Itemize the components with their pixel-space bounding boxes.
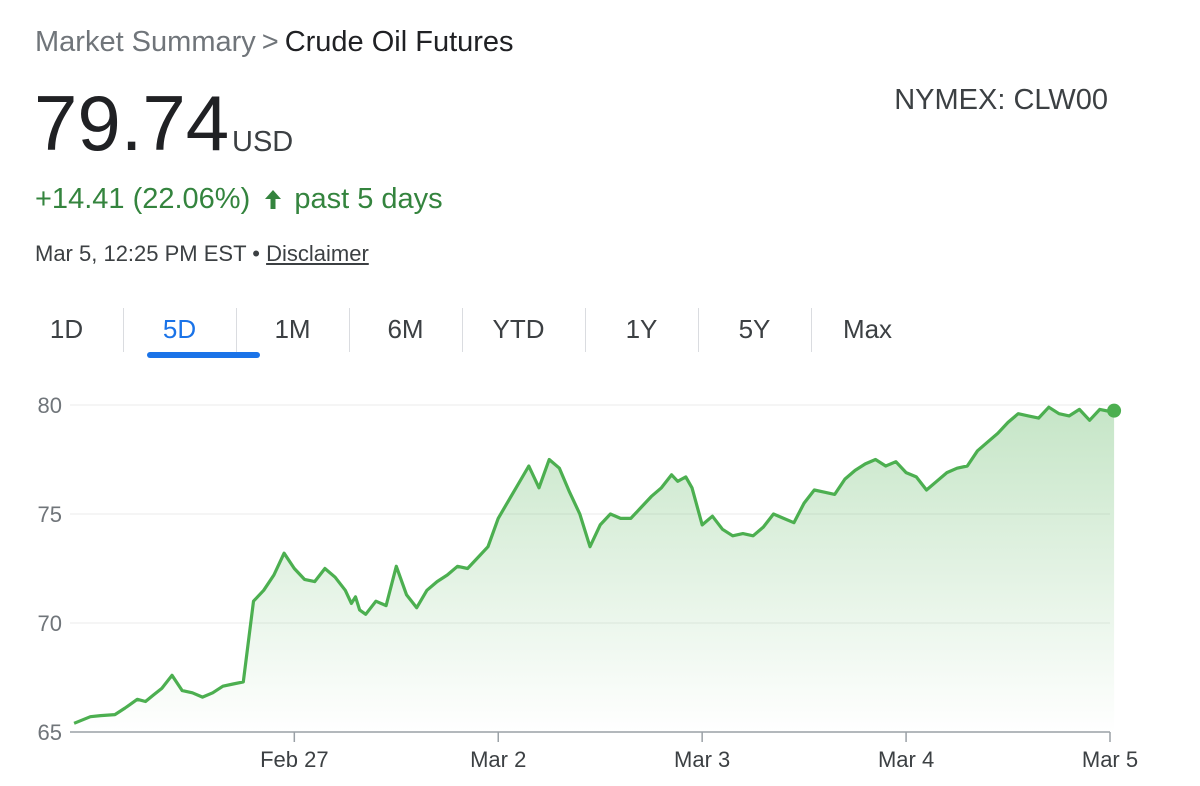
ticker-symbol: NYMEX: CLW00 — [894, 84, 1108, 116]
tab-1m[interactable]: 1M — [274, 313, 311, 344]
disclaimer-link[interactable]: Disclaimer — [266, 241, 369, 266]
tab-divider — [811, 308, 812, 352]
tab-5d[interactable]: 5D — [162, 313, 197, 344]
tab-divider — [236, 308, 237, 352]
arrow-up-icon — [262, 185, 284, 209]
x-tick-label: Mar 2 — [470, 747, 526, 772]
breadcrumb-current: Crude Oil Futures — [284, 26, 514, 58]
y-tick-label: 70 — [38, 611, 62, 636]
timestamp: Mar 5, 12:25 PM EST — [35, 241, 247, 266]
y-tick-label: 75 — [38, 502, 62, 527]
tab-6m[interactable]: 6M — [387, 313, 424, 344]
tab-1d[interactable]: 1D — [49, 313, 84, 344]
active-tab-indicator — [147, 352, 260, 358]
tab-5y[interactable]: 5Y — [738, 313, 771, 344]
x-tick-label: Feb 27 — [260, 747, 329, 772]
price-change: +14.41 (22.06%) past 5 days — [35, 183, 443, 216]
currency: USD — [232, 126, 294, 158]
range-tabs: 1D 5D 1M 6M YTD 1Y 5Y Max — [10, 306, 1110, 358]
tab-divider — [462, 308, 463, 352]
price-chart[interactable]: 65 70 75 80 Feb 27 Mar 2 Mar 3 Mar 4 Mar 5 — [0, 370, 1200, 786]
meta-bullet: • — [252, 241, 260, 266]
tab-divider — [698, 308, 699, 352]
price-line — [73, 405, 1115, 725]
breadcrumb-separator: > — [261, 26, 279, 58]
breadcrumb: Market Summary > Crude Oil Futures — [35, 26, 514, 59]
tab-divider — [349, 308, 350, 352]
x-tick-label: Mar 4 — [878, 747, 934, 772]
y-tick-label: 80 — [38, 393, 62, 418]
change-value: +14.41 (22.06%) — [35, 183, 251, 215]
tab-divider — [585, 308, 586, 352]
quote-meta: Mar 5, 12:25 PM EST • Disclaimer — [35, 241, 369, 267]
tab-ytd[interactable]: YTD — [492, 313, 545, 344]
x-tick-label: Mar 3 — [674, 747, 730, 772]
last-price-marker — [1107, 403, 1122, 418]
breadcrumb-parent[interactable]: Market Summary — [35, 26, 256, 58]
y-tick-label: 65 — [38, 720, 62, 745]
tab-max[interactable]: Max — [842, 313, 893, 344]
current-price: 79.74 — [34, 79, 230, 167]
x-tick-label: Mar 5 — [1082, 747, 1138, 772]
tab-divider — [123, 308, 124, 352]
tab-1y[interactable]: 1Y — [625, 313, 658, 344]
price-area-fill — [74, 407, 1115, 732]
change-period: past 5 days — [294, 183, 443, 215]
